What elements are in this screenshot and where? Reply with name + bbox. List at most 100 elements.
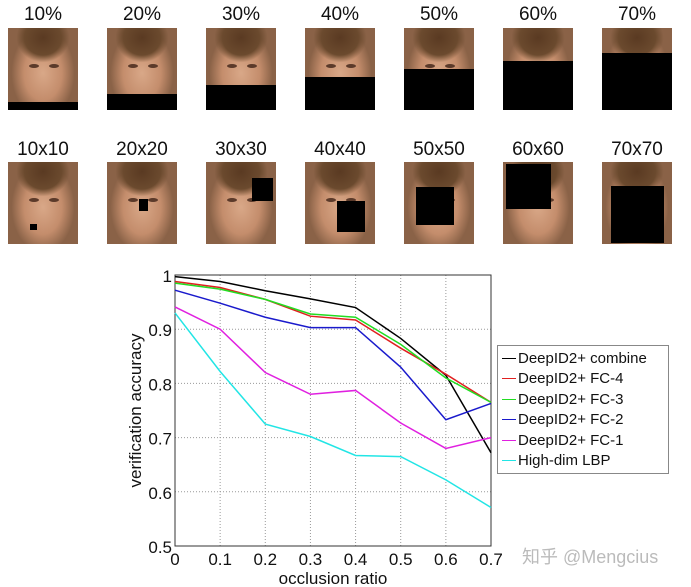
eye bbox=[147, 198, 158, 203]
y-tick-label: 1 bbox=[163, 267, 172, 286]
legend-swatch bbox=[502, 398, 516, 400]
face-bottom-occluded bbox=[206, 28, 276, 110]
x-tick-label: 0.1 bbox=[208, 550, 232, 569]
series-line bbox=[174, 280, 492, 404]
y-tick-label: 0.6 bbox=[148, 484, 172, 503]
eye bbox=[128, 64, 138, 69]
series-line bbox=[174, 312, 492, 509]
face-block-occluded bbox=[602, 162, 672, 244]
occlusion-label: 60% bbox=[518, 4, 558, 25]
eye bbox=[147, 64, 158, 69]
x-axis-label: occlusion ratio bbox=[279, 569, 388, 587]
occlusion-label: 40% bbox=[320, 4, 360, 25]
occlusion-label: 50% bbox=[419, 4, 459, 25]
legend-item: DeepID2+ FC-1 bbox=[502, 430, 664, 451]
y-axis-label: verification accuracy bbox=[126, 333, 145, 488]
series-line bbox=[174, 306, 492, 450]
occlusion-block bbox=[29, 223, 38, 231]
y-tick-label: 0.7 bbox=[148, 430, 172, 449]
eye bbox=[48, 64, 59, 69]
face-block-occluded bbox=[107, 162, 177, 244]
eye bbox=[227, 64, 237, 69]
face-block-occluded bbox=[503, 162, 573, 244]
x-tick-label: 0.6 bbox=[434, 550, 458, 569]
x-tick-label: 0.2 bbox=[253, 550, 277, 569]
occlusion-label: 30% bbox=[221, 4, 261, 25]
occlusion-label: 50x50 bbox=[413, 139, 465, 160]
occlusion-label: 10% bbox=[23, 4, 63, 25]
legend-label: DeepID2+ combine bbox=[518, 349, 647, 367]
eye bbox=[246, 64, 257, 69]
occlusion-label: 70x70 bbox=[611, 139, 663, 160]
face-block-occluded bbox=[206, 162, 276, 244]
face-bottom-occluded bbox=[107, 28, 177, 110]
legend-label: DeepID2+ FC-1 bbox=[518, 431, 624, 449]
occlusion-block bbox=[336, 201, 366, 232]
legend-item: DeepID2+ combine bbox=[502, 348, 664, 369]
eye bbox=[48, 198, 59, 203]
eye bbox=[345, 198, 356, 203]
face-bottom-occluded bbox=[503, 28, 573, 110]
legend-swatch bbox=[502, 419, 516, 421]
eye bbox=[444, 64, 455, 69]
occlusion-label: 20x20 bbox=[116, 139, 168, 160]
x-tick-label: 0.7 bbox=[479, 550, 503, 569]
legend-label: DeepID2+ FC-3 bbox=[518, 390, 624, 408]
legend-label: DeepID2+ FC-4 bbox=[518, 370, 624, 388]
legend-item: DeepID2+ FC-2 bbox=[502, 410, 664, 431]
legend-label: High-dim LBP bbox=[518, 452, 611, 470]
face-block-occluded bbox=[305, 162, 375, 244]
occlusion-block bbox=[138, 198, 148, 212]
occlusion-block bbox=[107, 93, 177, 110]
x-tick-label: 0.3 bbox=[299, 550, 323, 569]
legend-item: DeepID2+ FC-4 bbox=[502, 369, 664, 390]
legend-label: DeepID2+ FC-2 bbox=[518, 411, 624, 429]
eye bbox=[29, 64, 39, 69]
plot-border bbox=[174, 274, 492, 547]
face-block-occluded bbox=[8, 162, 78, 244]
legend-swatch bbox=[502, 357, 516, 359]
y-tick-label: 0.9 bbox=[148, 321, 172, 340]
legend-swatch bbox=[502, 460, 516, 462]
occlusion-block bbox=[505, 164, 552, 209]
series-line bbox=[174, 289, 492, 421]
occlusion-label: 40x40 bbox=[314, 139, 366, 160]
occlusion-block bbox=[305, 77, 375, 110]
face-bottom-occluded bbox=[8, 28, 78, 110]
eye bbox=[29, 198, 39, 203]
face-bottom-occluded bbox=[602, 28, 672, 110]
occlusion-label: 20% bbox=[122, 4, 162, 25]
occlusion-block bbox=[415, 187, 454, 226]
watermark: 知乎 @Mengcius bbox=[522, 547, 659, 567]
occlusion-label: 30x30 bbox=[215, 139, 267, 160]
x-tick-label: 0 bbox=[170, 550, 179, 569]
occlusion-label: 10x10 bbox=[17, 139, 69, 160]
occlusion-label: 70% bbox=[617, 4, 657, 25]
face-bottom-occluded bbox=[305, 28, 375, 110]
eye bbox=[425, 64, 435, 69]
series-line bbox=[174, 282, 492, 404]
occlusion-block bbox=[611, 185, 664, 244]
y-tick-label: 0.5 bbox=[148, 538, 172, 557]
occlusion-block bbox=[206, 85, 276, 110]
occlusion-block bbox=[404, 69, 474, 110]
eye bbox=[326, 64, 336, 69]
eye bbox=[227, 198, 237, 203]
legend-item: DeepID2+ FC-3 bbox=[502, 389, 664, 410]
x-tick-label: 0.5 bbox=[389, 550, 413, 569]
occlusion-block bbox=[503, 60, 573, 110]
eye bbox=[326, 198, 336, 203]
legend: DeepID2+ combine DeepID2+ FC-4 DeepID2+ FC… bbox=[497, 345, 669, 474]
occlusion-block bbox=[8, 101, 78, 110]
face-bottom-occluded bbox=[404, 28, 474, 110]
occlusion-block bbox=[251, 178, 273, 201]
occlusion-block bbox=[602, 52, 672, 110]
legend-swatch bbox=[502, 439, 516, 441]
eye bbox=[128, 198, 138, 203]
face-block-occluded bbox=[404, 162, 474, 244]
legend-swatch bbox=[502, 378, 516, 380]
x-tick-label: 0.4 bbox=[344, 550, 368, 569]
legend-item: High-dim LBP bbox=[502, 451, 664, 472]
eye bbox=[345, 64, 356, 69]
